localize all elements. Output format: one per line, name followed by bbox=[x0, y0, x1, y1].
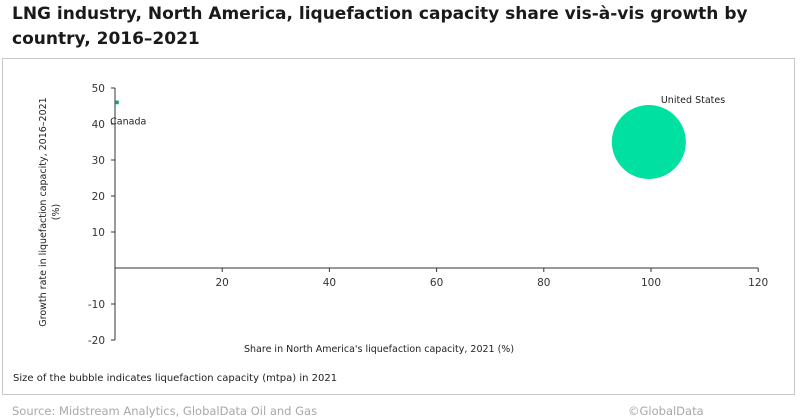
y-axis-label-line: Growth rate in liquefaction capacity, 20… bbox=[38, 97, 49, 326]
bubble-label: Canada bbox=[110, 116, 146, 127]
y-tick-label: 30 bbox=[92, 155, 105, 167]
y-axis-label-line: (%) bbox=[51, 204, 62, 220]
y-tick-label: 40 bbox=[92, 119, 105, 131]
x-tick-label: 80 bbox=[537, 277, 550, 289]
x-tick-label: 100 bbox=[641, 277, 661, 289]
x-tick-label: 120 bbox=[748, 277, 768, 289]
bubbles: Canada United States bbox=[110, 95, 725, 179]
y-tick-label: 50 bbox=[92, 83, 105, 95]
y-axis-label: Growth rate in liquefaction capacity, 20… bbox=[38, 97, 62, 326]
y-tick-label: 20 bbox=[92, 191, 105, 203]
x-tick-label: 60 bbox=[430, 277, 443, 289]
bubble-label: United States bbox=[661, 95, 725, 106]
y-tick-label: -20 bbox=[88, 335, 105, 347]
bubble-size-note: Size of the bubble indicates liquefactio… bbox=[13, 373, 338, 384]
x-tick-label: 40 bbox=[323, 277, 336, 289]
copyright-text: ©GlobalData bbox=[628, 404, 704, 418]
bubble bbox=[611, 105, 686, 179]
source-text: Source: Midstream Analytics, GlobalData … bbox=[12, 404, 318, 418]
tick-labels: 20 40 60 80 100 120 50 40 30 20 10 -10 -20 bbox=[88, 83, 768, 347]
x-axis-label: Share in North America's liquefaction ca… bbox=[244, 344, 514, 355]
bubble bbox=[115, 100, 120, 105]
x-tick-label: 20 bbox=[216, 277, 229, 289]
axes bbox=[111, 87, 759, 341]
chart-frame bbox=[2, 58, 795, 395]
y-tick-label: 10 bbox=[92, 227, 105, 239]
y-tick-label: -10 bbox=[88, 299, 105, 311]
chart-title: LNG industry, North America, liquefactio… bbox=[12, 4, 748, 49]
